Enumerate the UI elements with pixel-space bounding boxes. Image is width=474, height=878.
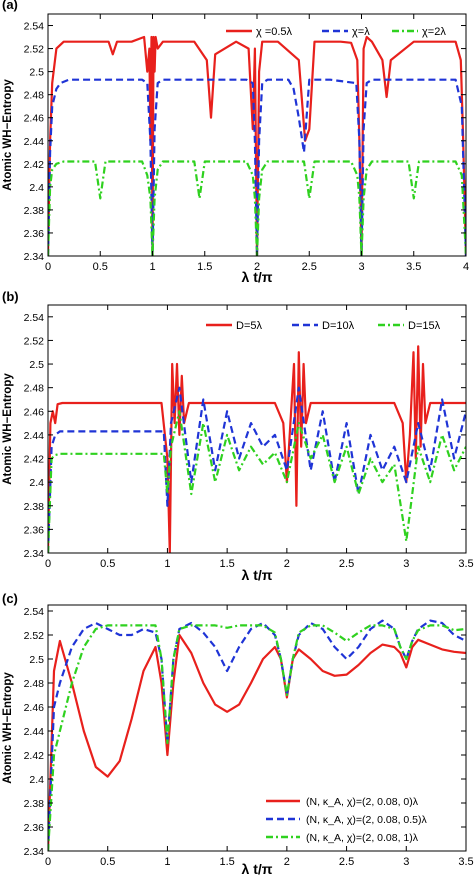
y-tick-label-1-1: 2.36 (24, 524, 45, 536)
series-line-0-1 (48, 78, 466, 256)
panel-label-1: (b) (2, 289, 19, 304)
series-line-0-2 (48, 160, 466, 256)
y-tick-label-2-7: 2.48 (24, 678, 45, 690)
x-tick-label-1-2: 1 (164, 558, 170, 570)
y-tick-label-1-5: 2.44 (24, 430, 45, 442)
y-tick-label-0-1: 2.36 (24, 228, 45, 240)
series-line-2-2 (48, 624, 466, 851)
x-tick-label-1-6: 3 (403, 558, 409, 570)
legend-label-1-1: D=10λ (322, 320, 355, 332)
x-axis-label-0: λ t/π (242, 269, 273, 285)
x-tick-label-1-7: 3.5 (458, 558, 473, 570)
y-tick-label-0-2: 2.38 (24, 205, 45, 217)
y-tick-label-2-3: 2.4 (29, 774, 44, 786)
x-axis-label-1: λ t/π (242, 567, 273, 583)
y-tick-label-0-10: 2.54 (24, 21, 45, 33)
x-tick-label-2-5: 2.5 (339, 856, 354, 868)
panel-label-0: (a) (2, 0, 18, 12)
plot-frame-2 (47, 604, 467, 852)
x-tick-label-0-7: 3.5 (406, 261, 421, 273)
y-tick-label-0-9: 2.52 (24, 44, 45, 56)
y-tick-label-2-2: 2.38 (24, 798, 45, 810)
y-tick-label-2-5: 2.44 (24, 726, 45, 738)
series-line-1-2 (48, 410, 466, 553)
legend-label-2-2: (N, κ_A, χ)=(2, 0.08, 1)λ (306, 832, 419, 844)
x-tick-label-0-2: 1 (149, 261, 155, 273)
y-tick-label-1-0: 2.34 (24, 548, 45, 560)
series-line-1-0 (48, 345, 466, 553)
legend-label-0-2: χ=2λ (422, 26, 446, 38)
x-tick-label-0-0: 0 (45, 261, 51, 273)
x-tick-label-2-7: 3.5 (458, 856, 473, 868)
x-tick-label-2-6: 3 (403, 856, 409, 868)
y-tick-label-0-8: 2.5 (29, 67, 44, 79)
legend-label-0-0: χ =0.5λ (256, 26, 293, 38)
y-tick-label-0-6: 2.46 (24, 113, 45, 125)
y-tick-label-1-6: 2.46 (24, 406, 45, 418)
x-tick-label-0-3: 1.5 (197, 261, 212, 273)
chart-panel-1: 0 0.5 1 1.5 2 2.5 3 3.5 2.34 2.36 2.38 2.4 2.42 2.44 2… (2, 289, 474, 583)
y-tick-label-2-8: 2.5 (29, 654, 44, 666)
y-tick-label-2-9: 2.52 (24, 630, 45, 642)
plot-frame-1 (47, 304, 467, 554)
x-tick-label-0-6: 3 (358, 261, 364, 273)
y-tick-label-2-4: 2.42 (24, 750, 45, 762)
y-tick-label-1-10: 2.54 (24, 312, 45, 324)
y-axis-label-1: Atomic WH−Entropy (2, 373, 14, 485)
y-tick-label-2-1: 2.36 (24, 822, 45, 834)
series-line-0-0 (48, 35, 466, 256)
y-tick-label-0-0: 2.34 (24, 251, 45, 263)
y-tick-label-0-3: 2.4 (29, 182, 44, 194)
y-tick-label-2-0: 2.34 (24, 846, 45, 858)
x-tick-label-2-3: 1.5 (219, 856, 234, 868)
y-tick-label-1-9: 2.52 (24, 335, 45, 347)
y-tick-label-0-5: 2.44 (24, 136, 45, 148)
x-tick-label-0-5: 2.5 (302, 261, 317, 273)
x-tick-label-1-1: 0.5 (100, 558, 115, 570)
x-tick-label-2-4: 2 (284, 856, 290, 868)
x-tick-label-0-4: 2 (254, 261, 260, 273)
x-tick-label-0-1: 0.5 (93, 261, 108, 273)
legend-label-1-0: D=5λ (236, 320, 262, 332)
x-tick-label-2-0: 0 (45, 856, 51, 868)
y-axis-label-0: Atomic WH−Entropy (2, 79, 14, 191)
y-tick-label-2-10: 2.54 (24, 606, 45, 618)
y-tick-label-2-6: 2.46 (24, 702, 45, 714)
y-tick-label-1-8: 2.5 (29, 359, 44, 371)
x-tick-label-1-3: 1.5 (219, 558, 234, 570)
y-tick-label-1-2: 2.38 (24, 501, 45, 513)
x-tick-label-1-0: 0 (45, 558, 51, 570)
legend-label-2-1: (N, κ_A, χ)=(2, 0.08, 0.5)λ (306, 814, 428, 826)
x-tick-label-2-2: 1 (164, 856, 170, 868)
series-line-2-0 (48, 633, 466, 851)
y-tick-label-1-7: 2.48 (24, 383, 45, 395)
legend-label-0-1: χ=λ (352, 26, 370, 38)
y-tick-label-1-3: 2.4 (29, 477, 44, 489)
x-axis-label-2: λ t/π (242, 861, 273, 877)
legend-label-1-2: D=15λ (408, 320, 441, 332)
y-tick-label-1-4: 2.42 (24, 454, 45, 466)
x-tick-label-1-5: 2.5 (339, 558, 354, 570)
panel-label-2: (c) (2, 591, 18, 606)
chart-panel-2: 0 0.5 1 1.5 2 2.5 3 3.5 2.34 2.36 2.38 2.4 2.42 2.44 2… (2, 591, 474, 877)
chart-panel-0: 0 0.5 1 1.5 2 2.5 3 3.5 4 2.34 2.36 2.38 2.4 2.42 2.44… (2, 0, 469, 285)
legend-label-2-0: (N, κ_A, χ)=(2, 0.08, 0)λ (306, 796, 419, 808)
y-tick-label-0-4: 2.42 (24, 159, 45, 171)
x-tick-label-0-8: 4 (463, 261, 469, 273)
y-axis-label-2: Atomic WH−Entropy (2, 672, 14, 784)
series-line-1-1 (48, 386, 466, 553)
x-tick-label-2-1: 0.5 (100, 856, 115, 868)
y-tick-label-0-7: 2.48 (24, 90, 45, 102)
x-tick-label-1-4: 2 (284, 558, 290, 570)
